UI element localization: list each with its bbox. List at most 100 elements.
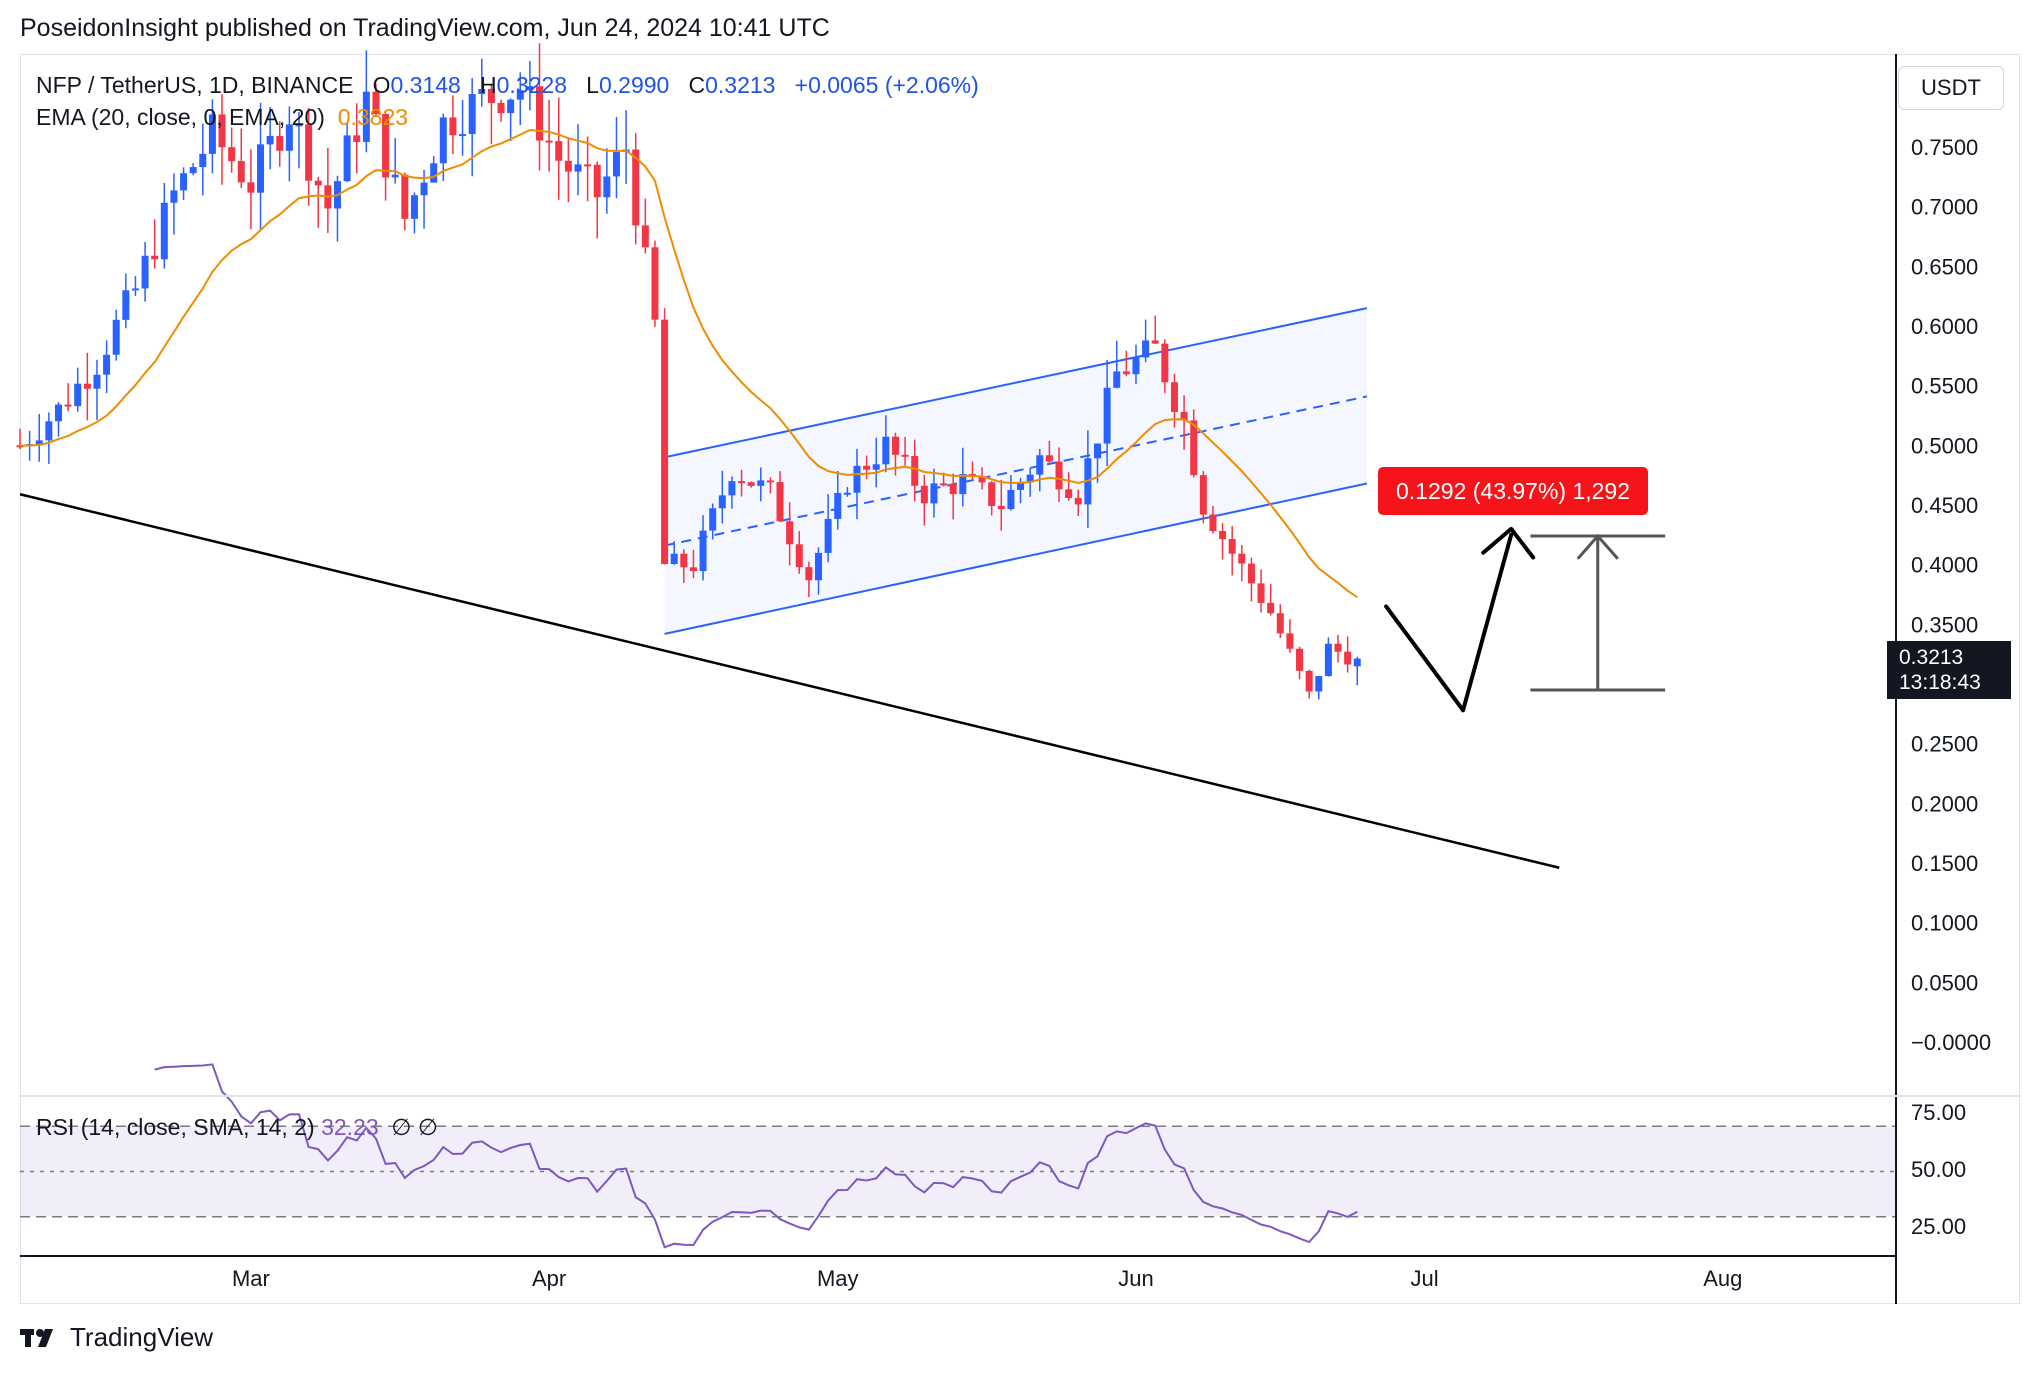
price-tick-label: 0.6000 [1911,314,1978,339]
candle-body [1209,514,1217,532]
candle-body [786,521,794,545]
chart-frame [20,54,2020,1304]
ema-line [19,128,1358,599]
price-tick-label: 0.6500 [1911,254,1978,279]
price-tick-label: 0.3500 [1911,612,1978,637]
candle-body [180,173,188,191]
candle-body [680,553,688,568]
candle-body [1276,613,1284,634]
candle-body [497,102,505,114]
candle-body [208,114,216,154]
candle-body [872,464,880,470]
candle-body [1170,382,1178,412]
candle-body [218,114,226,148]
legend-high: 0.3228 [496,72,567,98]
candle-body [853,465,861,493]
candle-body [1093,443,1101,459]
candle-body [237,161,245,183]
footer-brand[interactable]: TradingView [20,1322,213,1353]
candle-body [430,163,438,183]
candle-body [1344,651,1352,665]
candle-body [353,135,361,142]
candle-body [314,180,322,186]
candle-body [410,195,418,219]
candle-body [247,182,255,193]
candle-body [362,91,370,142]
candle-body [1017,482,1025,490]
price-tick-label: 0.1500 [1911,851,1978,876]
candle-body [930,483,938,504]
price-tick-label: 0.7000 [1911,195,1978,220]
candle-body [1026,474,1034,483]
candle-body [83,383,91,389]
candle-body [526,86,534,91]
measure-arrow-head [1576,533,1619,560]
channel-lower-line [664,482,1368,635]
time-tick-label: Jun [1118,1266,1153,1291]
time-tick-label: Mar [232,1266,270,1291]
rsi-legend[interactable]: RSI (14, close, SMA, 14, 2) 32.23 ∅ ∅ [36,1114,438,1141]
rsi-line [154,1063,1358,1249]
candle-body [1334,643,1342,652]
candle-body [93,374,101,389]
currency-selector[interactable]: USDT [1898,66,2004,110]
candle-body [112,319,120,355]
candle-body [439,117,447,164]
candle-body [1247,563,1255,584]
projection-arrow [1384,532,1514,713]
candle-body [1219,531,1227,540]
candle-body [738,481,746,484]
time-tick-label: Jul [1411,1266,1439,1291]
candle-body [1238,553,1246,564]
candle-body [997,505,1005,510]
candle-body [449,117,457,136]
candle-body [757,480,765,486]
candle-body [74,383,82,407]
legend-close: 0.3213 [705,72,776,98]
rsi-label: RSI (14, close, SMA, 14, 2) [36,1114,315,1140]
candle-body [189,167,197,174]
candle-body [45,421,53,441]
projection-arrow-head [1481,526,1536,560]
candle-body [959,474,967,495]
candle-body [1190,420,1198,476]
legend-low-label: L [586,72,599,98]
candle-body [1122,371,1130,375]
candle-body [199,153,207,168]
candle-body [141,255,149,289]
price-tick-label: 0.5500 [1911,374,1978,399]
candle-body [815,552,823,581]
rsi-tick-label: 50.00 [1911,1157,1966,1182]
candle-body [1142,340,1150,358]
legend-low: 0.2990 [598,72,670,98]
candle-body [978,477,986,483]
candle-body [603,176,611,198]
candle-body [1228,539,1236,554]
candle-body [632,149,640,226]
candle-body [401,174,409,219]
candle-body [891,436,899,455]
candle-body [641,225,649,248]
candle-body [834,493,842,519]
candle-body [64,404,72,407]
candle-body [1315,676,1323,692]
candle-body [766,480,774,483]
candle-body [305,124,313,181]
candle-body [574,164,582,172]
candle-body [459,134,467,137]
ema-legend[interactable]: EMA (20, close, 0, EMA, 20) 0.3823 [36,104,408,131]
candle-body [1007,489,1015,510]
legend-open: 0.3148 [390,72,461,98]
candle-body [1103,387,1111,444]
price-legend: NFP / TetherUS, 1D, BINANCE O0.3148 H0.3… [36,72,979,99]
current-price: 0.3213 [1899,646,1964,669]
tradingview-logo-icon [20,1328,53,1347]
candle-body [266,135,274,145]
candle-body [949,484,957,495]
rsi-value: 32.23 [321,1114,379,1140]
candle-body [285,124,293,151]
measure-label[interactable]: 0.1292 (43.97%) 1,292 [1378,467,1649,515]
candle-body [612,151,620,177]
rsi-extra: ∅ ∅ [391,1114,438,1140]
